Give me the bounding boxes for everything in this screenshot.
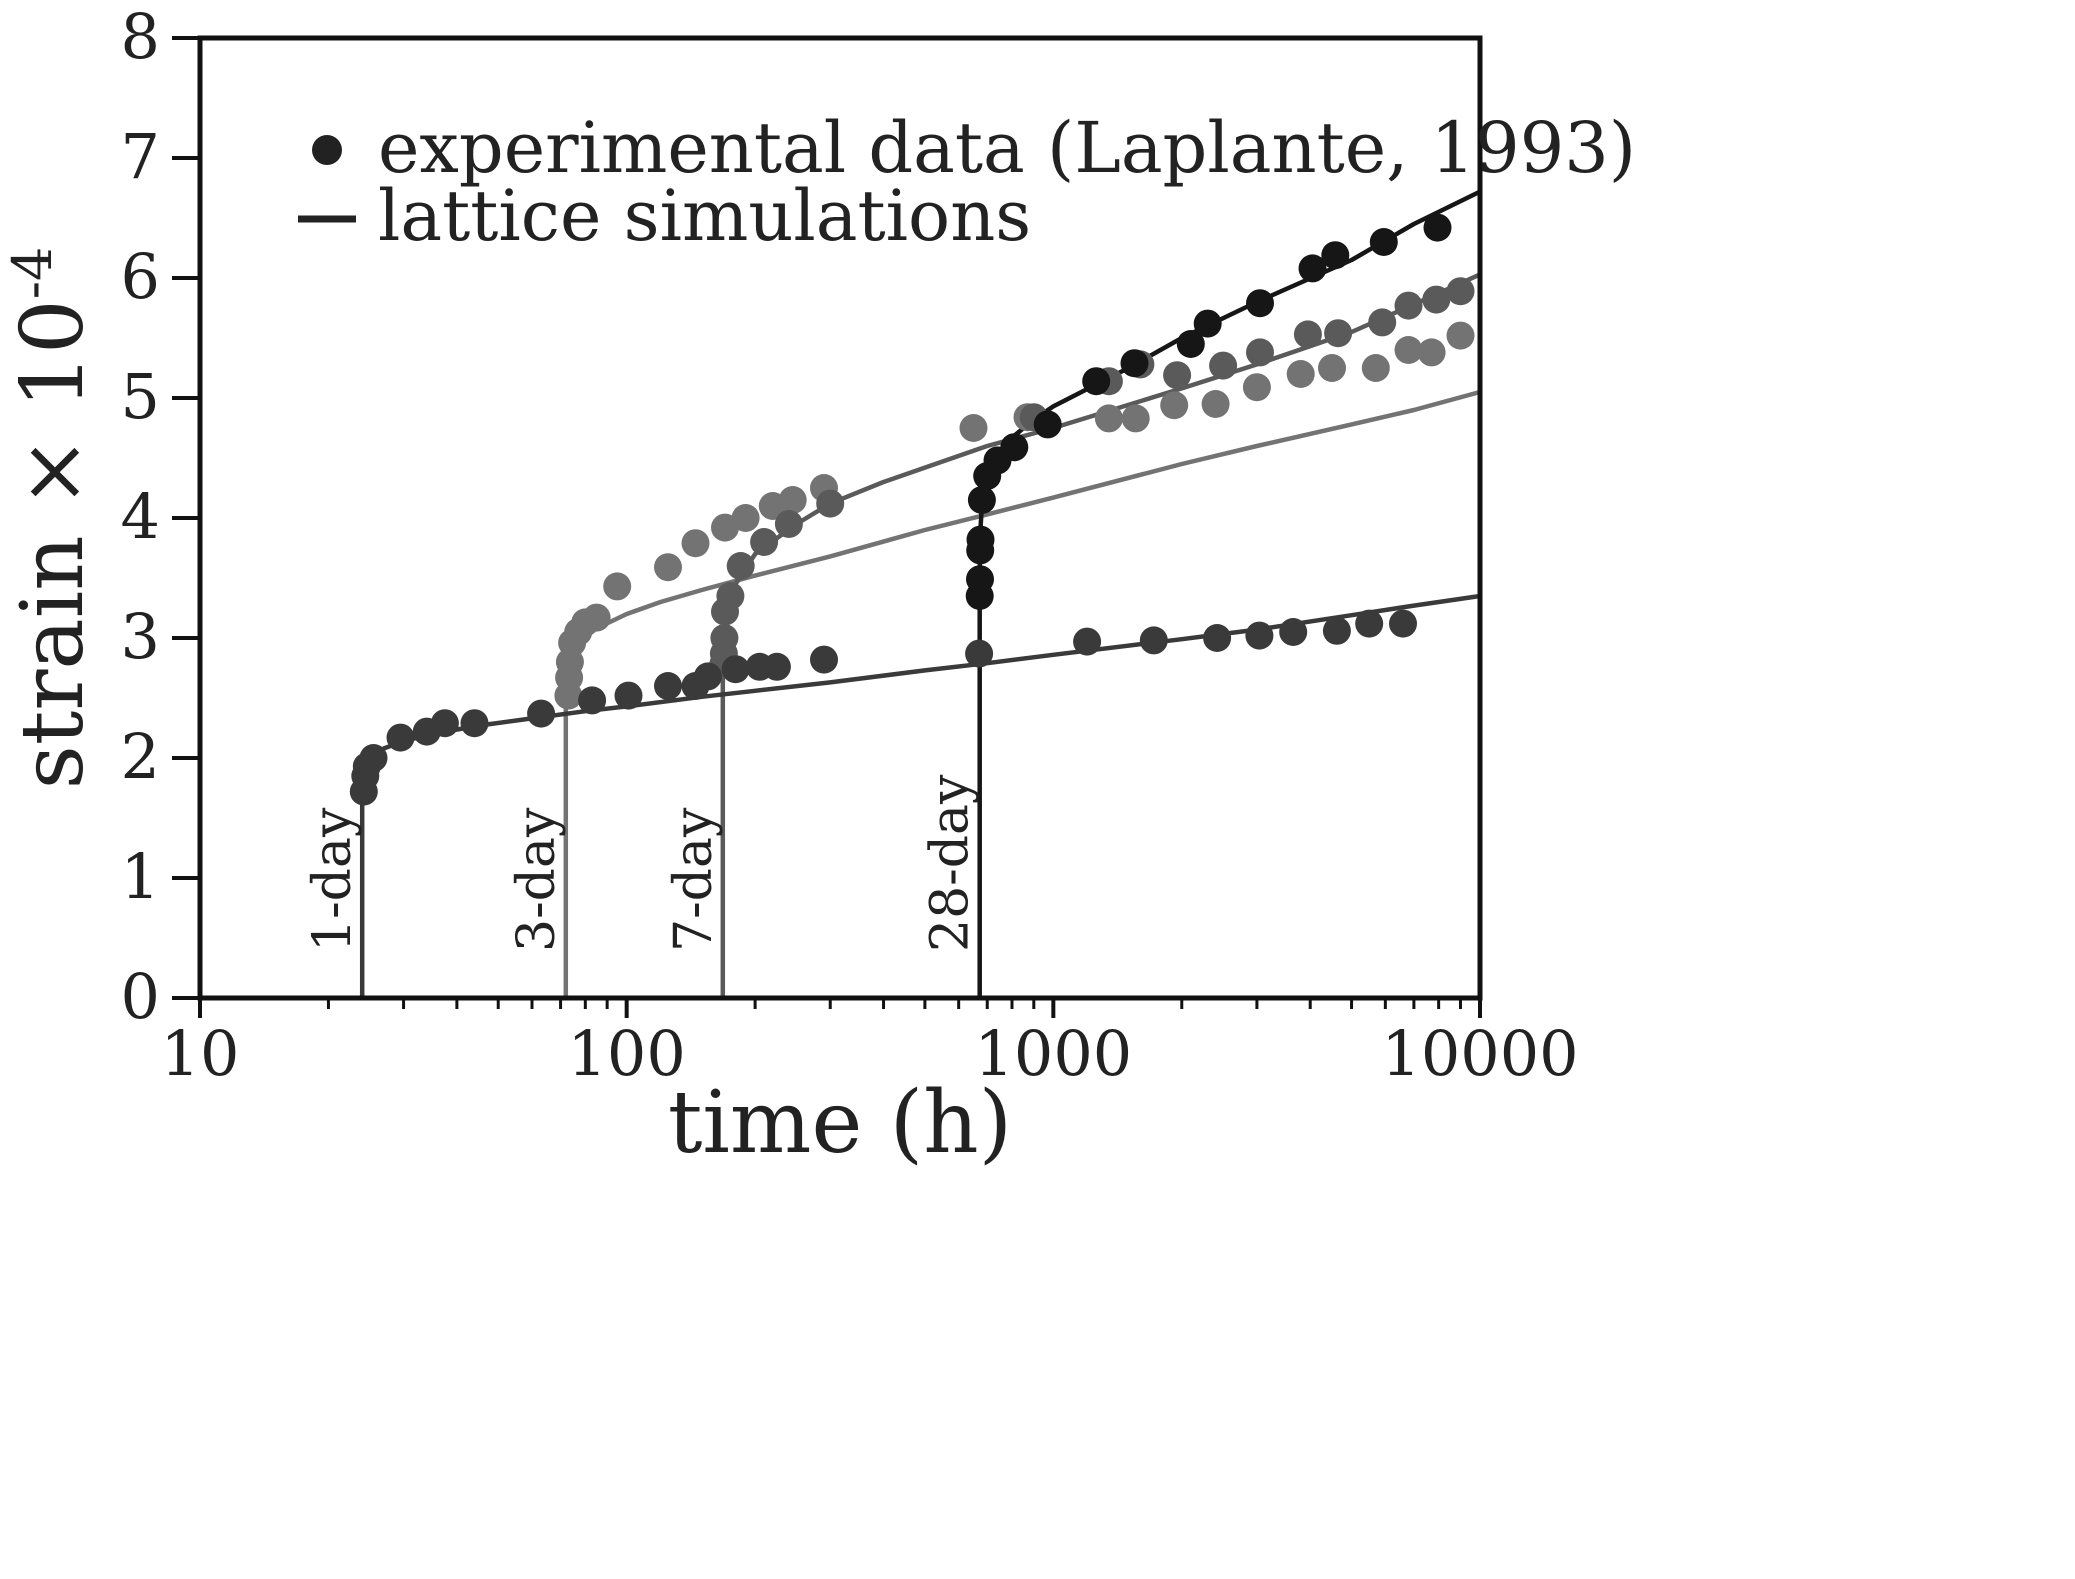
data-point-7-day-4 xyxy=(716,582,745,610)
data-point-28-day-7 xyxy=(1000,433,1029,462)
data-point-3-day-20 xyxy=(1201,390,1230,418)
data-point-3-day-27 xyxy=(1446,321,1475,350)
y-axis-title-exponent: -4 xyxy=(1,247,64,300)
data-point-1-day-22 xyxy=(1245,621,1274,650)
data-point-1-day-21 xyxy=(1203,624,1232,652)
y-tick-label-8: 8 xyxy=(121,0,160,73)
data-point-1-day-16 xyxy=(762,652,791,681)
x-tick-label-1: 100 xyxy=(567,1017,685,1090)
y-tick-label-2: 2 xyxy=(121,720,160,793)
data-point-3-day-25 xyxy=(1394,336,1423,364)
data-point-1-day-18 xyxy=(965,639,994,668)
data-point-7-day-19 xyxy=(1422,285,1451,314)
legend-label-experimental: experimental data (Laplante, 1993) xyxy=(378,107,1636,189)
data-point-7-day-5 xyxy=(726,552,755,580)
data-point-7-day-6 xyxy=(750,528,779,556)
data-point-7-day-20 xyxy=(1446,277,1475,306)
data-point-1-day-7 xyxy=(460,709,489,738)
y-tick-label-1: 1 xyxy=(121,840,160,913)
data-point-28-day-11 xyxy=(1176,330,1205,358)
legend: experimental data (Laplante, 1993) latti… xyxy=(298,107,1636,257)
data-point-28-day-17 xyxy=(1423,213,1452,242)
data-point-28-day-3 xyxy=(966,525,995,554)
x-tick-label-0: 10 xyxy=(161,1017,240,1090)
data-point-3-day-24 xyxy=(1361,354,1390,382)
data-point-28-day-8 xyxy=(1033,410,1062,439)
data-point-7-day-14 xyxy=(1246,338,1274,367)
data-point-7-day-7 xyxy=(774,510,803,538)
data-point-3-day-18 xyxy=(1121,404,1150,433)
y-tick-label-6: 6 xyxy=(121,240,160,313)
data-point-28-day-1 xyxy=(966,565,994,594)
x-tick-label-3: 10000 xyxy=(1381,1017,1578,1090)
data-point-7-day-13 xyxy=(1209,351,1238,380)
data-point-1-day-24 xyxy=(1322,616,1351,645)
data-point-1-day-26 xyxy=(1389,609,1417,638)
data-point-1-day-25 xyxy=(1355,609,1384,638)
data-point-3-day-21 xyxy=(1242,373,1271,402)
data-point-28-day-4 xyxy=(967,486,996,514)
y-axis-title: strain × 10-4 xyxy=(1,247,104,790)
data-point-7-day-2 xyxy=(710,624,739,652)
age-label-28-day: 28-day xyxy=(921,774,981,952)
data-point-3-day-15 xyxy=(959,414,988,442)
data-point-1-day-23 xyxy=(1279,618,1308,646)
data-point-1-day-4 xyxy=(386,723,415,752)
data-point-3-day-13 xyxy=(778,486,807,514)
data-point-3-day-19 xyxy=(1160,391,1189,420)
data-point-3-day-6 xyxy=(582,603,611,632)
data-point-3-day-9 xyxy=(681,529,710,558)
y-tick-label-5: 5 xyxy=(121,360,160,433)
data-point-1-day-17 xyxy=(810,645,838,674)
data-point-28-day-10 xyxy=(1120,349,1149,378)
experimental-points xyxy=(349,213,1475,806)
data-point-3-day-22 xyxy=(1286,360,1315,388)
data-point-7-day-12 xyxy=(1163,361,1192,390)
data-point-7-day-16 xyxy=(1324,319,1353,348)
data-point-1-day-11 xyxy=(654,672,682,700)
data-point-3-day-23 xyxy=(1318,354,1346,382)
data-point-3-day-26 xyxy=(1417,338,1446,367)
data-point-28-day-9 xyxy=(1082,367,1111,396)
data-point-28-day-16 xyxy=(1369,228,1398,256)
data-point-28-day-14 xyxy=(1298,254,1327,283)
y-tick-label-0: 0 xyxy=(121,960,160,1033)
data-point-1-day-10 xyxy=(614,681,643,710)
x-tick-label-2: 1000 xyxy=(974,1017,1132,1090)
x-axis-title: time (h) xyxy=(668,1073,1012,1173)
data-point-1-day-19 xyxy=(1073,627,1102,656)
loading-age-labels: 1-day 3-day 7-day 28-day xyxy=(303,774,981,952)
age-label-1-day: 1-day xyxy=(303,807,363,952)
y-tick-label-3: 3 xyxy=(121,600,160,673)
y-axis-title-main: strain × 10 xyxy=(3,299,103,789)
data-point-3-day-11 xyxy=(731,504,760,532)
tick-marks xyxy=(172,36,1482,1018)
data-point-1-day-13 xyxy=(693,662,722,691)
age-label-7-day: 7-day xyxy=(664,807,724,952)
data-point-7-day-18 xyxy=(1394,291,1423,320)
data-point-1-day-6 xyxy=(430,709,459,738)
data-point-1-day-3 xyxy=(359,744,388,772)
legend-label-simulation: lattice simulations xyxy=(378,175,1031,257)
data-point-1-day-8 xyxy=(527,699,556,728)
data-point-1-day-14 xyxy=(721,655,750,684)
y-tick-label-4: 4 xyxy=(121,480,160,553)
age-label-3-day: 3-day xyxy=(507,807,567,952)
tick-labels: 0 1 2 3 4 5 6 7 8 10 100 1000 10000 xyxy=(121,0,1579,1090)
data-point-1-day-9 xyxy=(578,686,607,715)
data-point-3-day-8 xyxy=(654,553,682,582)
data-point-3-day-17 xyxy=(1094,404,1123,433)
data-point-7-day-15 xyxy=(1293,320,1322,349)
legend-marker-icon xyxy=(312,135,342,165)
data-point-28-day-15 xyxy=(1321,241,1350,270)
y-tick-label-7: 7 xyxy=(121,120,160,193)
data-point-3-day-7 xyxy=(603,572,632,601)
data-point-28-day-13 xyxy=(1246,289,1274,318)
data-point-7-day-8 xyxy=(816,489,845,518)
data-point-28-day-12 xyxy=(1193,309,1222,338)
data-point-1-day-20 xyxy=(1139,626,1168,655)
data-point-7-day-17 xyxy=(1368,308,1397,337)
